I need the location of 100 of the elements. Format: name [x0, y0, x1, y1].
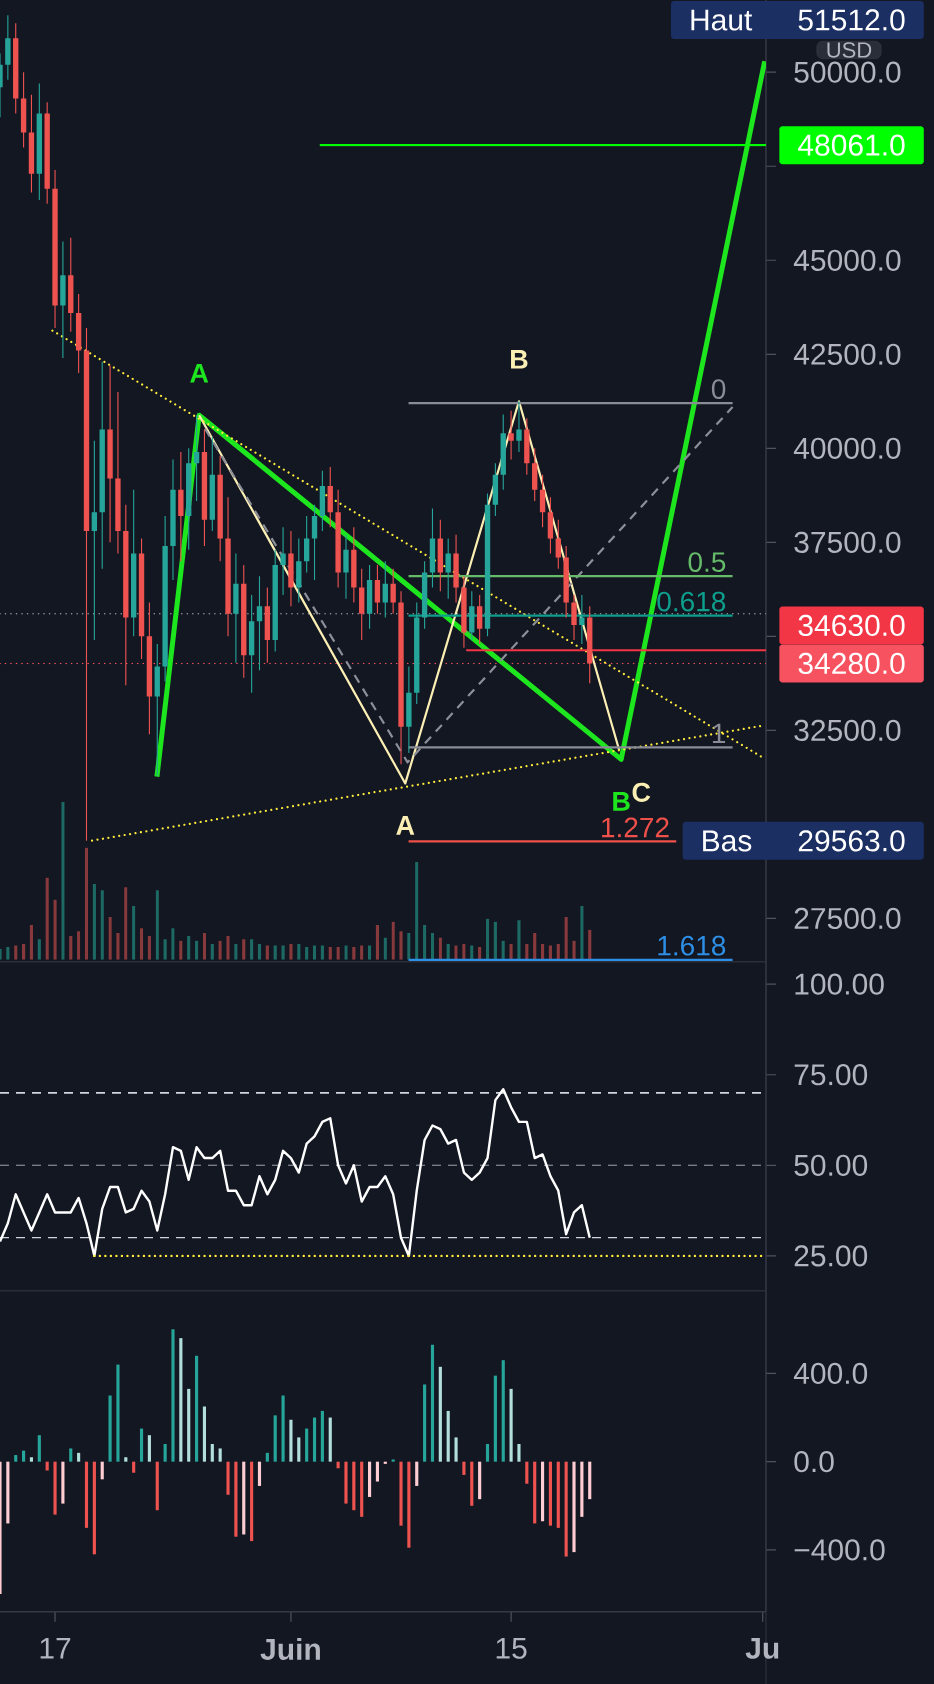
candlestick — [524, 418, 530, 475]
candlestick — [13, 23, 19, 114]
bar — [430, 932, 435, 960]
candlestick — [563, 546, 569, 618]
candlestick — [508, 410, 514, 460]
series-label: 34630.0 — [798, 614, 905, 637]
series-label: 0.5 — [688, 552, 726, 572]
bar — [367, 1461, 372, 1497]
candlestick — [162, 516, 168, 682]
series-label: 48061.0 — [798, 134, 905, 156]
bar — [22, 1450, 26, 1462]
bar — [391, 1459, 395, 1462]
candlestick — [571, 594, 577, 641]
bar — [84, 847, 89, 960]
bar — [289, 943, 293, 960]
candlestick — [36, 83, 42, 201]
bar — [187, 936, 191, 960]
bar — [399, 1461, 403, 1526]
candlestick — [154, 643, 160, 776]
bar — [517, 1444, 521, 1462]
annotation: A — [190, 363, 209, 383]
y-tick-label: 100.00 — [795, 973, 884, 995]
bar — [92, 1461, 96, 1555]
bar — [37, 939, 41, 960]
bar — [462, 1461, 466, 1475]
bar — [588, 929, 592, 960]
bar — [53, 899, 57, 960]
candlestick — [225, 497, 231, 637]
bar — [493, 1375, 497, 1462]
bar — [132, 906, 136, 960]
y-tick-label: 37500.0 — [794, 531, 901, 553]
candlestick — [398, 591, 404, 765]
candlestick — [579, 594, 585, 644]
bar — [69, 936, 73, 960]
candlestick — [60, 241, 66, 359]
bar — [517, 920, 521, 960]
bar — [446, 1410, 450, 1462]
bar — [423, 925, 427, 960]
bar — [564, 917, 568, 960]
x-tick-label: 17 — [40, 1637, 71, 1659]
candlestick — [75, 294, 82, 374]
bar — [29, 925, 34, 960]
candlestick — [414, 602, 420, 705]
candlestick — [193, 415, 200, 501]
bar — [478, 947, 482, 960]
bar — [0, 1461, 2, 1595]
bar — [344, 945, 348, 960]
bar — [210, 943, 214, 960]
y-tick-label: 75.00 — [794, 1064, 868, 1086]
bar — [250, 1461, 254, 1542]
bar — [352, 947, 356, 960]
candlestick — [359, 568, 365, 641]
bar — [328, 1417, 332, 1462]
bar — [179, 1338, 183, 1462]
candlestick — [555, 519, 561, 569]
bar — [155, 890, 159, 960]
bar — [242, 939, 246, 960]
bar — [69, 1448, 73, 1462]
candlestick — [343, 534, 349, 599]
candlestick — [587, 606, 593, 684]
bar — [297, 1437, 301, 1462]
candlestick — [469, 591, 475, 641]
candlestick — [5, 15, 11, 80]
annotation: B — [511, 350, 528, 369]
bar — [328, 947, 332, 960]
y-tick-label: 40000.0 — [793, 437, 901, 459]
bar — [383, 937, 387, 960]
bar — [336, 947, 340, 960]
candlestick — [91, 440, 98, 641]
series-label: 1.618 — [658, 935, 726, 956]
candlestick — [351, 527, 357, 603]
candlestick — [264, 587, 271, 663]
bar — [367, 945, 372, 960]
candlestick — [311, 504, 318, 580]
candlestick — [539, 474, 546, 528]
bar — [187, 1388, 191, 1462]
candlestick — [209, 437, 215, 532]
bar — [509, 1388, 513, 1462]
candlestick — [500, 414, 506, 490]
annotation: Bas 29563.0 — [703, 830, 905, 852]
bar — [281, 1395, 285, 1462]
y-tick-label: 25.00 — [794, 1245, 868, 1267]
bar — [155, 1461, 159, 1511]
bar — [0, 948, 2, 960]
bar — [132, 1461, 136, 1473]
bar — [470, 1461, 474, 1506]
candlestick — [288, 531, 294, 607]
candlestick — [44, 102, 50, 204]
candlestick — [327, 467, 333, 528]
bar — [540, 1461, 545, 1522]
y-tick-label: 50000.0 — [794, 61, 901, 83]
bar — [273, 945, 277, 960]
candlestick — [272, 549, 278, 652]
x-tick-label: Juin — [260, 1637, 320, 1660]
bar — [454, 1437, 458, 1462]
bar — [147, 936, 151, 960]
bar — [29, 1457, 34, 1462]
y-tick-label: 400.0 — [793, 1362, 868, 1385]
candlestick — [406, 666, 412, 753]
bar — [320, 1410, 324, 1462]
